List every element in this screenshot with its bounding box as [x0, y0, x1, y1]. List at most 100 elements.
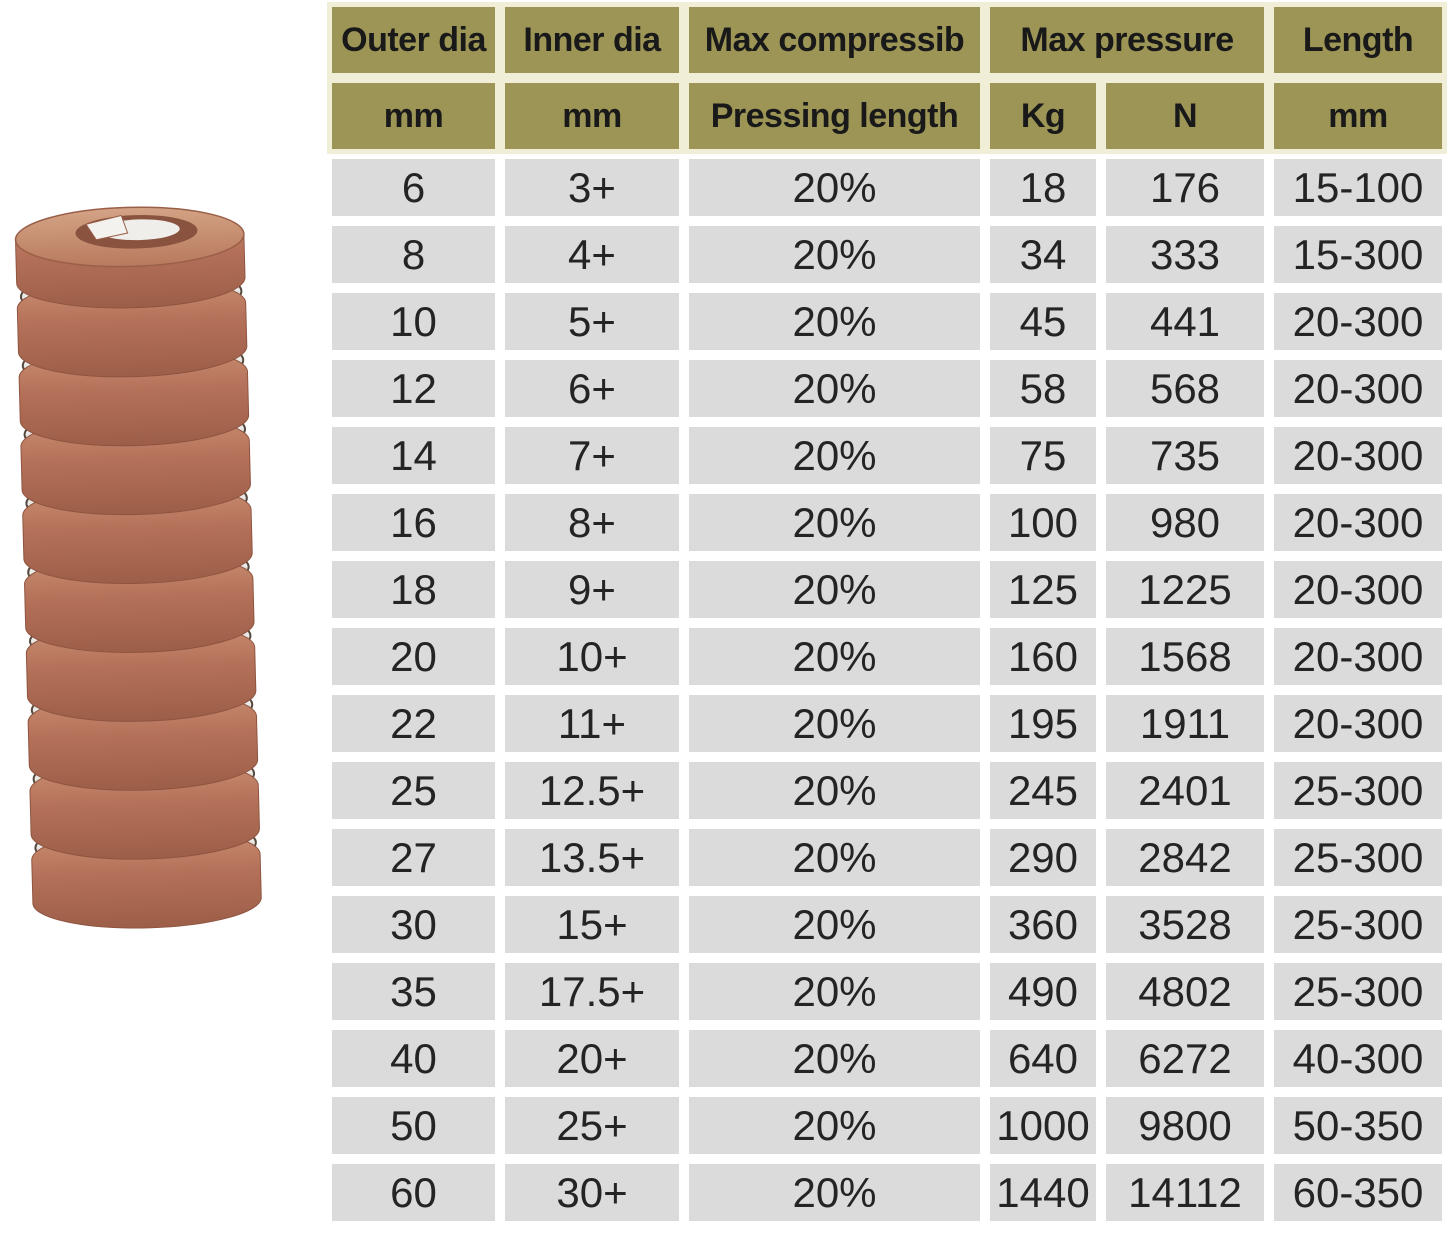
spec-cell: 176 — [1101, 154, 1270, 221]
spec-cell: 15+ — [500, 891, 684, 958]
spec-row: 40 20+ 20% 640 6272 40-300 — [327, 1025, 1448, 1092]
spec-cell: 10+ — [500, 623, 684, 690]
spec-cell: 1568 — [1101, 623, 1270, 690]
spec-cell: 8 — [327, 221, 500, 288]
unit-cell-pressing-length: Pressing length — [684, 78, 985, 154]
spec-cell: 9800 — [1101, 1092, 1270, 1159]
spec-cell: 490 — [985, 958, 1101, 1025]
spec-cell: 25+ — [500, 1092, 684, 1159]
spec-cell: 125 — [985, 556, 1101, 623]
header-row-titles: Outer dia Inner dia Max compressib Max p… — [327, 2, 1448, 78]
spec-cell: 20% — [684, 221, 985, 288]
spec-cell: 16 — [327, 489, 500, 556]
unit-cell-outer-mm: mm — [327, 78, 500, 154]
spec-cell: 1440 — [985, 1159, 1101, 1226]
spec-cell: 2401 — [1101, 757, 1270, 824]
spec-row: 27 13.5+ 20% 290 2842 25-300 — [327, 824, 1448, 891]
spec-cell: 6 — [327, 154, 500, 221]
header-cell-max-pressure: Max pressure — [985, 2, 1270, 78]
spec-cell: 20% — [684, 958, 985, 1025]
spec-cell: 3528 — [1101, 891, 1270, 958]
spec-cell: 34 — [985, 221, 1101, 288]
spec-cell: 22 — [327, 690, 500, 757]
header-cell-max-compressib: Max compressib — [684, 2, 985, 78]
spec-cell: 640 — [985, 1025, 1101, 1092]
spec-cell: 1911 — [1101, 690, 1270, 757]
spec-cell: 20 — [327, 623, 500, 690]
spec-cell: 20-300 — [1269, 623, 1448, 690]
spec-cell: 980 — [1101, 489, 1270, 556]
spec-row: 6 3+ 20% 18 176 15-100 — [327, 154, 1448, 221]
spec-cell: 20% — [684, 154, 985, 221]
spec-cell: 25-300 — [1269, 891, 1448, 958]
header-cell-outer-dia: Outer dia — [327, 2, 500, 78]
unit-cell-inner-mm: mm — [500, 78, 684, 154]
spec-cell: 100 — [985, 489, 1101, 556]
spec-cell: 25 — [327, 757, 500, 824]
spec-row: 8 4+ 20% 34 333 15-300 — [327, 221, 1448, 288]
spec-cell: 50-350 — [1269, 1092, 1448, 1159]
spec-cell: 20% — [684, 623, 985, 690]
spec-cell: 20% — [684, 757, 985, 824]
header-cell-inner-dia: Inner dia — [500, 2, 684, 78]
spec-cell: 5+ — [500, 288, 684, 355]
spec-cell: 20% — [684, 824, 985, 891]
spec-cell: 75 — [985, 422, 1101, 489]
spec-cell: 40 — [327, 1025, 500, 1092]
spec-cell: 18 — [327, 556, 500, 623]
spec-cell: 35 — [327, 958, 500, 1025]
spec-cell: 17.5+ — [500, 958, 684, 1025]
spec-cell: 7+ — [500, 422, 684, 489]
spec-cell: 20% — [684, 422, 985, 489]
spec-cell: 14 — [327, 422, 500, 489]
spec-cell: 20% — [684, 489, 985, 556]
spec-cell: 20-300 — [1269, 422, 1448, 489]
spec-cell: 4802 — [1101, 958, 1270, 1025]
spec-table-header: Outer dia Inner dia Max compressib Max p… — [327, 2, 1448, 154]
spec-cell: 9+ — [500, 556, 684, 623]
spec-cell: 333 — [1101, 221, 1270, 288]
spec-cell: 3+ — [500, 154, 684, 221]
spec-cell: 27 — [327, 824, 500, 891]
spec-cell: 58 — [985, 355, 1101, 422]
spec-cell: 20% — [684, 1159, 985, 1226]
spring-product-image — [14, 206, 262, 929]
spec-cell: 245 — [985, 757, 1101, 824]
spec-row: 20 10+ 20% 160 1568 20-300 — [327, 623, 1448, 690]
spec-row: 12 6+ 20% 58 568 20-300 — [327, 355, 1448, 422]
spec-cell: 20% — [684, 355, 985, 422]
spec-cell: 12 — [327, 355, 500, 422]
spec-row: 35 17.5+ 20% 490 4802 25-300 — [327, 958, 1448, 1025]
spec-cell: 20-300 — [1269, 556, 1448, 623]
spec-cell: 50 — [327, 1092, 500, 1159]
unit-cell-kg: Kg — [985, 78, 1101, 154]
spec-cell: 20-300 — [1269, 355, 1448, 422]
spec-cell: 195 — [985, 690, 1101, 757]
spec-cell: 568 — [1101, 355, 1270, 422]
spec-cell: 735 — [1101, 422, 1270, 489]
spec-cell: 20-300 — [1269, 489, 1448, 556]
spec-cell: 30+ — [500, 1159, 684, 1226]
spec-table: Outer dia Inner dia Max compressib Max p… — [327, 2, 1448, 1226]
spec-cell: 30 — [327, 891, 500, 958]
spec-cell: 60 — [327, 1159, 500, 1226]
spec-cell: 6272 — [1101, 1025, 1270, 1092]
spec-cell: 20-300 — [1269, 288, 1448, 355]
spec-row: 16 8+ 20% 100 980 20-300 — [327, 489, 1448, 556]
spec-cell: 14112 — [1101, 1159, 1270, 1226]
spec-cell: 13.5+ — [500, 824, 684, 891]
spec-row: 60 30+ 20% 1440 14112 60-350 — [327, 1159, 1448, 1226]
spec-row: 22 11+ 20% 195 1911 20-300 — [327, 690, 1448, 757]
spec-cell: 10 — [327, 288, 500, 355]
spec-cell: 20+ — [500, 1025, 684, 1092]
spec-cell: 160 — [985, 623, 1101, 690]
spec-cell: 4+ — [500, 221, 684, 288]
spec-cell: 60-350 — [1269, 1159, 1448, 1226]
spring-top-face — [14, 206, 245, 268]
header-row-units: mm mm Pressing length Kg N mm — [327, 78, 1448, 154]
spec-cell: 15-300 — [1269, 221, 1448, 288]
spec-cell: 360 — [985, 891, 1101, 958]
spec-cell: 20% — [684, 556, 985, 623]
spec-cell: 12.5+ — [500, 757, 684, 824]
